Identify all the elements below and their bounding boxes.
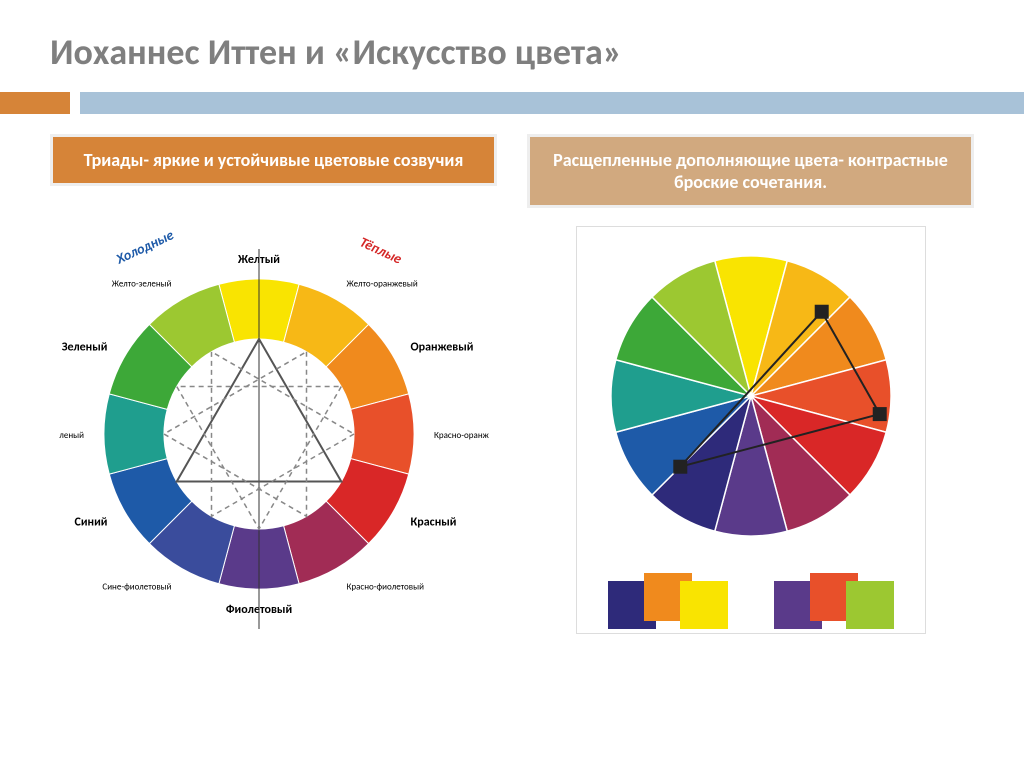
triad-color-wheel: ХолодныеТёплыеЖелтыйЖелто-оранжевыйОранж… [59,204,489,674]
svg-text:Сине-фиолетовый: Сине-фиолетовый [102,582,171,593]
left-chart: ХолодныеТёплыеЖелтыйЖелто-оранжевыйОранж… [50,186,497,674]
svg-text:Сине-зеленый: Сине-зеленый [59,430,84,441]
svg-text:Тёплые: Тёплые [357,233,405,267]
svg-text:Холодные: Холодные [112,226,176,268]
svg-text:Желто-зеленый: Желто-зеленый [111,278,171,289]
left-column: Триады- яркие и устойчивые цветовые созв… [50,134,497,688]
swatch [846,581,894,629]
svg-text:Оранжевый: Оранжевый [410,341,473,355]
svg-text:Красно-фиолетовый: Красно-фиолетовый [346,582,424,593]
svg-text:Желто-оранжевый: Желто-оранжевый [346,278,417,289]
right-header: Расщепленные дополняющие цвета- контраст… [527,134,974,208]
bar-accent-blue [80,92,1024,114]
palette-group-a [608,575,728,623]
right-column: Расщепленные дополняющие цвета- контраст… [527,134,974,688]
content-row: Триады- яркие и устойчивые цветовые созв… [0,114,1024,688]
bar-accent-orange [0,92,70,114]
page-title: Иоханнес Иттен и «Искусство цвета» [0,0,1024,92]
split-complementary-wheel [591,241,911,561]
svg-text:Зеленый: Зеленый [61,341,107,355]
swatch [680,581,728,629]
right-chart [527,208,974,688]
palette-row [608,575,894,623]
palette-group-b [774,575,894,623]
svg-text:Синий: Синий [74,516,107,530]
left-header: Триады- яркие и устойчивые цветовые созв… [50,134,497,186]
right-chart-frame [576,226,926,634]
svg-text:Красный: Красный [410,516,456,530]
svg-text:Красно-оранжевый: Красно-оранжевый [434,430,489,441]
decorative-bar [0,92,1024,114]
